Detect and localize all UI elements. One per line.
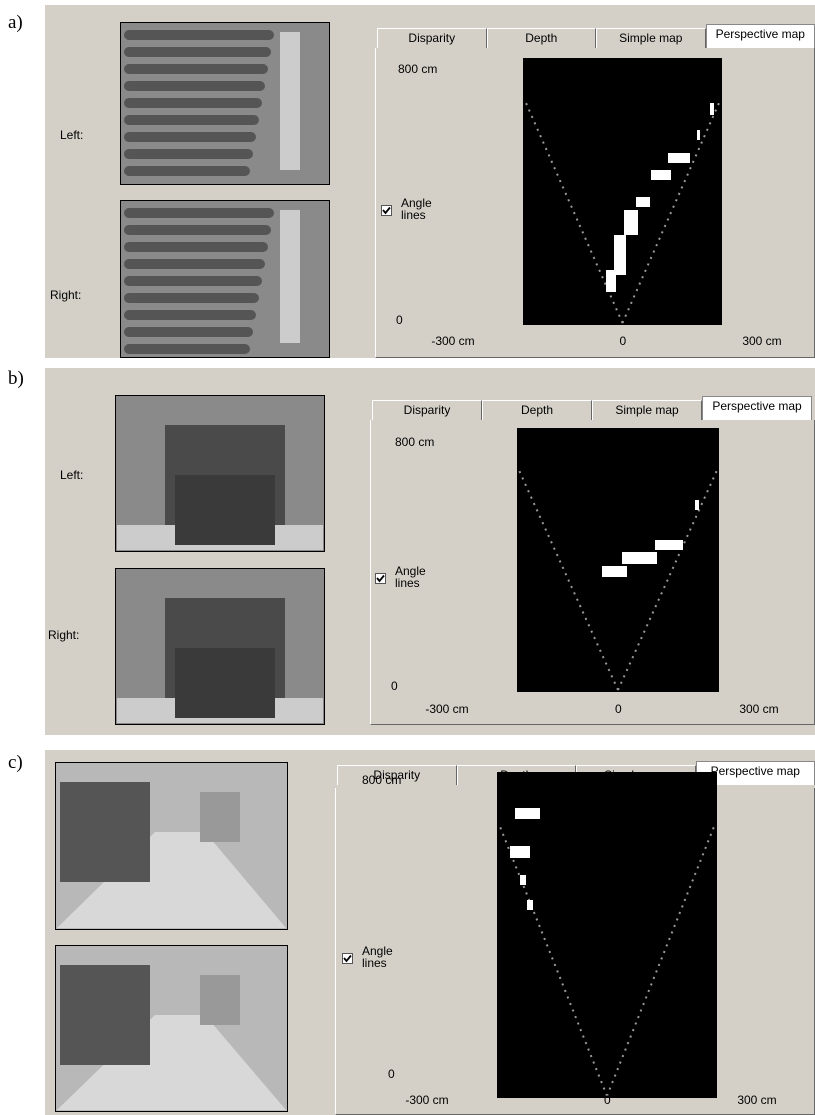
right-label: Right: bbox=[48, 628, 80, 642]
checkbox[interactable] bbox=[381, 205, 392, 216]
checkbox[interactable] bbox=[342, 953, 353, 964]
x-label: -300 cm bbox=[405, 1093, 449, 1107]
pipe bbox=[124, 64, 268, 74]
min-depth-label: 0 bbox=[388, 1067, 395, 1081]
angle-line bbox=[518, 469, 619, 691]
obstacle bbox=[614, 235, 626, 275]
x-label: 0 bbox=[615, 702, 622, 716]
pipe bbox=[124, 310, 256, 320]
obstacle bbox=[527, 900, 533, 910]
camera-image bbox=[120, 22, 330, 185]
tab[interactable]: Depth bbox=[482, 400, 592, 420]
obstacle bbox=[651, 170, 671, 180]
door bbox=[200, 792, 240, 842]
machine-base bbox=[175, 648, 275, 718]
checkbox-label[interactable]: Angle lines bbox=[401, 196, 432, 222]
map-background bbox=[497, 772, 717, 1098]
obstacle bbox=[624, 210, 638, 235]
checkbox-label[interactable]: Angle lines bbox=[362, 944, 393, 970]
tab[interactable]: Perspective map bbox=[702, 396, 812, 420]
machine-base bbox=[175, 475, 275, 545]
panel-label: a) bbox=[8, 12, 23, 33]
x-label: -300 cm bbox=[431, 334, 475, 348]
obstacle bbox=[622, 552, 657, 564]
map-background bbox=[517, 428, 719, 692]
check-mark bbox=[376, 574, 385, 583]
checkbox-label[interactable]: Angle lines bbox=[395, 564, 426, 590]
min-depth-label: 0 bbox=[396, 313, 403, 327]
camera-image bbox=[120, 200, 330, 358]
obstacle bbox=[710, 103, 714, 115]
panel-label: c) bbox=[8, 752, 23, 773]
pipe bbox=[124, 81, 265, 91]
panel bbox=[280, 210, 300, 343]
pipe bbox=[124, 166, 250, 176]
tab[interactable]: Disparity bbox=[372, 400, 482, 420]
max-depth-label: 800 cm bbox=[362, 773, 402, 787]
pipe bbox=[124, 47, 271, 57]
pipe bbox=[124, 344, 250, 354]
check-mark bbox=[343, 954, 352, 963]
checkbox[interactable] bbox=[375, 573, 386, 584]
pipe bbox=[124, 98, 262, 108]
obstacle bbox=[520, 875, 526, 885]
tab[interactable]: Perspective map bbox=[705, 24, 815, 48]
pipe bbox=[124, 225, 271, 235]
perspective-map bbox=[517, 428, 719, 692]
right-label: Right: bbox=[50, 288, 82, 302]
perspective-map bbox=[523, 58, 722, 325]
tab[interactable]: Disparity bbox=[337, 765, 457, 785]
angle-line bbox=[617, 469, 718, 691]
obstacle bbox=[606, 270, 616, 292]
pipe bbox=[124, 30, 274, 40]
x-label: 0 bbox=[619, 334, 627, 348]
x-label: -300 cm bbox=[425, 702, 469, 716]
panel bbox=[280, 32, 300, 170]
obstacle bbox=[695, 500, 699, 510]
tab[interactable]: Depth bbox=[486, 28, 596, 48]
obstacle bbox=[602, 566, 627, 577]
x-label: 0 bbox=[604, 1093, 611, 1107]
machines bbox=[60, 965, 150, 1065]
obstacle bbox=[636, 197, 650, 207]
camera-image bbox=[55, 945, 288, 1112]
camera-image bbox=[115, 395, 325, 552]
pipe bbox=[124, 115, 259, 125]
pipe bbox=[124, 259, 265, 269]
x-label: 300 cm bbox=[739, 702, 779, 716]
perspective-map bbox=[497, 772, 717, 1098]
left-label: Left: bbox=[60, 128, 84, 142]
pipe bbox=[124, 276, 262, 286]
floor bbox=[57, 832, 286, 928]
door bbox=[200, 975, 240, 1025]
obstacle bbox=[668, 153, 690, 163]
obstacle bbox=[515, 808, 540, 819]
max-depth-label: 800 cm bbox=[395, 435, 435, 449]
camera-image bbox=[115, 568, 325, 725]
min-depth-label: 0 bbox=[391, 679, 398, 693]
map-background bbox=[523, 58, 722, 325]
obstacle bbox=[697, 130, 700, 140]
floor bbox=[57, 1015, 286, 1110]
pipe bbox=[124, 242, 268, 252]
tab[interactable]: Simple map bbox=[596, 28, 706, 48]
left-label: Left: bbox=[60, 468, 84, 482]
panel-label: b) bbox=[8, 368, 24, 389]
pipe bbox=[124, 132, 256, 142]
max-depth-label: 800 cm bbox=[398, 62, 438, 76]
obstacle bbox=[510, 846, 530, 858]
tab[interactable]: Simple map bbox=[592, 400, 702, 420]
check-mark bbox=[382, 206, 391, 215]
pipe bbox=[124, 208, 274, 218]
camera-image bbox=[55, 762, 288, 930]
pipe bbox=[124, 327, 253, 337]
tab[interactable]: Disparity bbox=[377, 28, 487, 48]
obstacle bbox=[655, 540, 683, 550]
machines bbox=[60, 782, 150, 882]
pipe bbox=[124, 293, 259, 303]
x-label: 300 cm bbox=[737, 1093, 777, 1107]
x-label: 300 cm bbox=[742, 334, 782, 348]
pipe bbox=[124, 149, 253, 159]
